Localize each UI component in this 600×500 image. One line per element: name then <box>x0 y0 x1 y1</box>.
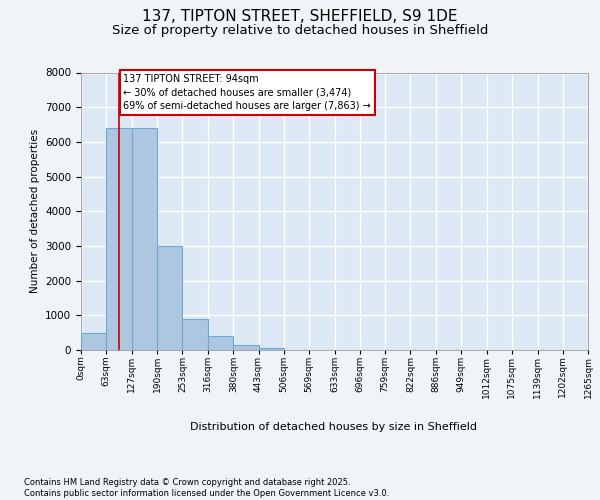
Bar <box>259 348 284 350</box>
Bar <box>157 246 182 350</box>
Bar <box>81 332 106 350</box>
Text: Size of property relative to detached houses in Sheffield: Size of property relative to detached ho… <box>112 24 488 37</box>
Text: 137, TIPTON STREET, SHEFFIELD, S9 1DE: 137, TIPTON STREET, SHEFFIELD, S9 1DE <box>142 9 458 24</box>
Bar <box>132 128 157 350</box>
Bar <box>233 346 259 350</box>
Bar <box>182 319 208 350</box>
Text: Distribution of detached houses by size in Sheffield: Distribution of detached houses by size … <box>190 422 476 432</box>
Bar <box>208 336 233 350</box>
Y-axis label: Number of detached properties: Number of detached properties <box>29 129 40 294</box>
Text: Contains HM Land Registry data © Crown copyright and database right 2025.
Contai: Contains HM Land Registry data © Crown c… <box>24 478 389 498</box>
Text: 137 TIPTON STREET: 94sqm
← 30% of detached houses are smaller (3,474)
69% of sem: 137 TIPTON STREET: 94sqm ← 30% of detach… <box>124 74 371 110</box>
Bar <box>106 128 132 350</box>
